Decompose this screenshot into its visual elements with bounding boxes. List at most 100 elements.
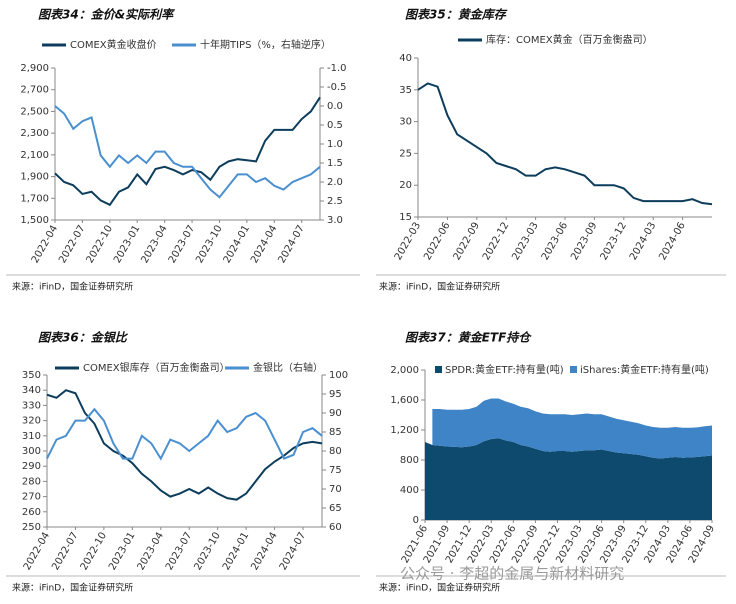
y-tick-label: 270 [22,492,41,503]
legend-label: COMEX银库存（百万金衡盎司） [83,361,230,374]
x-tick-label: 2022-09 [452,221,482,263]
line [46,407,323,461]
y-tick-label: 1,200 [390,425,419,436]
legend-label: 十年期TIPS（%，右轴逆序） [200,38,331,51]
y-tick-label: 2,000 [390,365,419,376]
y-tick-label: 1,500 [20,215,49,226]
x-tick-label: 2022-03 [393,221,423,263]
y-tick-label: 250 [22,522,41,533]
chart-title: 图表34：金价&实际利率 [38,8,175,22]
y-tick-label: 25 [399,148,412,159]
line [54,96,321,207]
y2-tick-label: 3.0 [327,215,343,226]
y-tick-label: 260 [22,507,41,518]
y-tick-label: 35 [399,85,412,96]
y2-tick-label: 1.5 [327,158,343,169]
y-tick-label: 40 [399,53,412,64]
chart-title: 图表37：黄金ETF持仓 [405,331,532,345]
chart-title: 图表36：金银比 [38,331,129,345]
x-tick-label: 2022-10 [85,224,115,266]
y2-tick-label: 85 [329,427,342,438]
x-tick-label: 2023-04 [139,224,169,266]
y-tick-label: 340 [22,385,41,396]
x-tick-label: 2023-04 [136,531,166,573]
x-tick-label: 2024-01 [222,224,252,266]
x-tick-label: 2022-12 [481,221,511,263]
x-tick-label: 2022-07 [57,224,87,266]
x-tick-label: 2023-01 [112,224,142,266]
x-tick-label: 2023-10 [192,531,222,573]
y-tick-label: 800 [400,455,419,466]
x-tick-label: 2023-06 [540,221,570,263]
y2-tick-label: 0.5 [327,120,343,131]
y2-tick-label: -0.5 [327,82,347,93]
legend-label: 金银比（右轴） [253,361,323,374]
watermark: 公众号 · 李超的金属与新材料研究 [400,565,624,583]
source: 来源：iFinD，国金证券研究所 [379,582,500,594]
x-tick-label: 2023-12 [599,221,629,263]
y2-tick-label: 70 [329,484,342,495]
area [432,398,712,459]
y-tick-label: 290 [22,461,41,472]
y-tick-label: 310 [22,431,41,442]
y-tick-label: 1,900 [20,172,49,183]
x-tick-label: 2024-01 [221,531,251,573]
y-tick-label: 2,500 [20,106,49,117]
y2-tick-label: 0.0 [327,101,343,112]
y-tick-label: 330 [22,400,41,411]
y2-tick-label: 90 [329,408,342,419]
x-tick-label: 2023-07 [167,224,197,266]
x-tick-label: 2022-04 [30,224,60,266]
y-tick-label: 2,300 [20,128,49,139]
y-tick-label: 20 [399,180,412,191]
x-tick-label: 2022-07 [50,531,80,573]
y-tick-label: 2,700 [20,85,49,96]
x-tick-label: 2023-03 [510,221,540,263]
x-tick-label: 2022-04 [22,531,52,573]
y2-tick-label: 95 [329,389,342,400]
y2-tick-label: 100 [329,370,348,381]
x-tick-label: 2022-06 [422,221,452,263]
area [425,438,712,520]
legend-swatch [435,366,442,373]
x-tick-label: 2024-04 [249,531,279,573]
x-tick-label: 2022-10 [79,531,109,573]
y-tick-label: 0 [413,515,419,526]
y2-tick-label: -1.0 [327,63,347,74]
y2-tick-label: 75 [329,465,342,476]
legend-swatch [570,366,577,373]
y2-tick-label: 80 [329,446,342,457]
y-tick-label: 15 [399,212,412,223]
y2-tick-label: 2.5 [327,196,343,207]
y-tick-label: 1,700 [20,193,49,204]
y2-tick-label: 60 [329,522,342,533]
y-tick-label: 300 [22,446,41,457]
x-tick-label: 2024-04 [249,224,279,266]
y2-tick-label: 65 [329,503,342,514]
line [417,82,713,206]
y-tick-label: 1,600 [390,395,419,406]
line [54,105,321,199]
source: 来源：iFinD，国金证券研究所 [12,281,133,293]
line [46,389,323,501]
x-tick-label: 2023-09 [569,221,599,263]
chart-title: 图表35：黄金库存 [405,8,508,22]
legend-label: 库存：COMEX黄金（百万金衡盎司） [486,33,653,46]
x-tick-label: 2023-01 [107,531,137,573]
y-tick-label: 320 [22,416,41,427]
legend-label: COMEX黄金收盘价 [70,38,157,51]
x-tick-label: 2023-07 [164,531,194,573]
legend-label: iShares:黄金ETF:持有量(吨) [580,363,709,376]
legend-label: SPDR:黄金ETF:持有量(吨) [445,363,564,376]
source: 来源：iFinD，国金证券研究所 [379,281,500,293]
y-tick-label: 400 [400,485,419,496]
x-tick-label: 2024-07 [278,531,308,573]
source: 来源：iFinD，国金证券研究所 [12,582,133,594]
y-tick-label: 350 [22,370,41,381]
x-tick-label: 2024-03 [628,221,658,263]
y2-tick-label: 2.0 [327,177,343,188]
y-tick-label: 2,900 [20,63,49,74]
y-tick-label: 280 [22,476,41,487]
y-tick-label: 30 [399,117,412,128]
